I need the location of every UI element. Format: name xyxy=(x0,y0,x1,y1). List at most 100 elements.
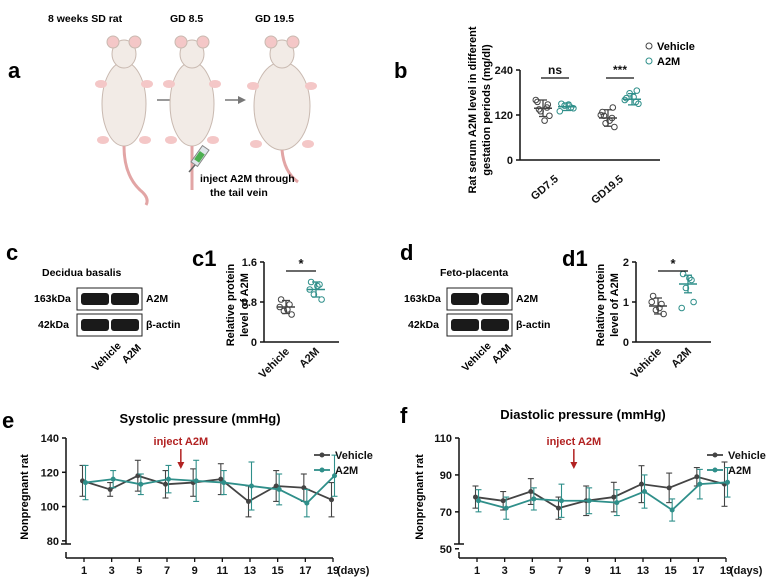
chart-b-point xyxy=(534,98,541,106)
panel-letter-d: d xyxy=(400,240,413,265)
chart-d1-ytick-label: 1 xyxy=(623,297,629,309)
chart-b-xtick-label: GD19.5 xyxy=(589,173,626,207)
chart-b-point xyxy=(570,104,577,112)
chart-f-ytick-label: 50 xyxy=(440,544,452,556)
chart-e-series-a2m xyxy=(85,475,336,505)
injection-caption-line2: the tail vein xyxy=(210,187,268,199)
chart-d1-sig-label: * xyxy=(670,256,676,271)
chart-b-xtick-label: GD7.5 xyxy=(529,173,561,203)
chart-f-xtick-label: 19 xyxy=(720,565,732,577)
injection-caption-line1: inject A2M through xyxy=(200,173,295,185)
panel-letter-b: b xyxy=(394,58,407,83)
chart-e-point xyxy=(163,481,168,487)
panel-e: e Systolic pressure (mmHg) Nonpregnant r… xyxy=(2,408,373,577)
chart-e-xtick-label: 17 xyxy=(299,565,311,577)
chart-f-ytick-label: 70 xyxy=(440,507,452,519)
blot-c-row2-kda: 42kDa xyxy=(38,319,69,331)
rat-illustration-2 xyxy=(163,35,221,190)
blot-c-band-a2m-a2m xyxy=(111,293,139,305)
chart-f-legend-label: A2M xyxy=(728,465,751,477)
chart-f-point xyxy=(473,494,478,500)
panel-c1: c1 Relative protein level of A2M 0 0.8 1.6… xyxy=(192,246,339,381)
chart-f-title: Diastolic pressure (mmHg) xyxy=(500,407,665,422)
chart-f-point xyxy=(697,481,703,487)
chart-c1-point xyxy=(277,296,285,303)
chart-e-point xyxy=(193,478,199,484)
chart-f-series-a2m xyxy=(478,481,728,512)
blot-c-band-a2m-actin xyxy=(111,319,139,331)
chart-d1-point xyxy=(682,284,690,292)
chart-b-ytick-label: 240 xyxy=(495,65,513,77)
chart-e-ytick-label: 80 xyxy=(47,536,59,548)
chart-e-point xyxy=(218,476,224,482)
chart-e-xtick-label: 13 xyxy=(244,565,256,577)
blot-d-row1-protein: A2M xyxy=(516,293,538,305)
chart-e-xtick-label: 19 xyxy=(327,565,339,577)
chart-f-xlabel: (days) xyxy=(730,565,763,577)
blot-c-row1-kda: 163kDa xyxy=(34,293,71,305)
blot-c-band-vehicle-a2m xyxy=(81,293,109,305)
chart-b: 0 120 240 GD7.5 ns GD19.5 *** xyxy=(495,63,660,207)
blot-d-lane-a2m: A2M xyxy=(490,342,514,366)
chart-d1-point xyxy=(690,298,697,306)
chart-e-point xyxy=(246,498,251,504)
rat-illustration-1 xyxy=(95,35,153,206)
chart-f-point xyxy=(611,494,617,500)
legend-a2m-label: A2M xyxy=(657,56,680,68)
chart-b-ytick-label: 0 xyxy=(507,155,513,167)
chart-c1-ylabel-line1: Relative protein xyxy=(225,263,237,346)
chart-d1-point xyxy=(649,292,657,300)
chart-b-point xyxy=(633,87,641,94)
blot-c-title: Decidua basalis xyxy=(42,267,122,279)
blot-c-lane-vehicle: Vehicle xyxy=(90,340,124,374)
chart-e-ytick-label: 100 xyxy=(41,502,59,514)
chart-f-ylabel: Nonpregnant rat xyxy=(414,454,426,540)
chart-e-annotation-arrowhead xyxy=(177,462,185,469)
panel-c: c Decidua basalis 163kDa A2M 42kDa β-act… xyxy=(6,240,180,374)
chart-f-point xyxy=(528,489,534,495)
chart-e-xtick-label: 1 xyxy=(81,565,87,577)
panel-letter-a: a xyxy=(8,58,21,83)
chart-f-xtick-label: 13 xyxy=(637,565,649,577)
stage-label-sd-rat: 8 weeks SD rat xyxy=(48,13,123,25)
chart-e-ytick-label: 140 xyxy=(41,433,59,445)
chart-d1-ytick-label: 0 xyxy=(623,337,629,349)
chart-c1-ytick-label: 0 xyxy=(251,337,257,349)
chart-f-point xyxy=(586,498,592,504)
chart-d1-xtick-label: A2M xyxy=(669,346,694,371)
chart-f-xtick-label: 9 xyxy=(585,565,591,577)
chart-e-ytick-label: 120 xyxy=(41,467,59,479)
stage-label-gd85: GD 8.5 xyxy=(170,13,203,25)
chart-f-point xyxy=(556,505,561,511)
chart-f-xtick-label: 3 xyxy=(502,565,508,577)
chart-b-ylabel-line2: gestation periods (mg/dl) xyxy=(481,44,493,176)
chart-e-point xyxy=(304,500,310,506)
chart-d1-point xyxy=(656,304,663,312)
blot-c-row2-protein: β-actin xyxy=(146,319,180,331)
chart-c1-ytick-label: 1.6 xyxy=(242,257,257,269)
chart-e-xtick-label: 5 xyxy=(136,565,142,577)
chart-e-xtick-label: 11 xyxy=(217,565,229,577)
chart-b-point xyxy=(544,101,552,108)
chart-d1-ytick-label: 2 xyxy=(623,257,629,269)
chart-c1-ytick-label: 0.8 xyxy=(242,297,257,309)
chart-b-point xyxy=(623,94,630,102)
panel-letter-c: c xyxy=(6,240,18,265)
chart-e-annotation: inject A2M xyxy=(154,436,209,448)
blot-d-row1-kda: 163kDa xyxy=(404,293,441,305)
chart-e-point xyxy=(329,497,334,503)
chart-d1-ylabel-line1: Relative protein xyxy=(595,263,607,346)
chart-e-point xyxy=(276,486,282,492)
chart-f-point xyxy=(669,507,675,513)
chart-f-point xyxy=(476,498,481,504)
chart-b-point xyxy=(535,106,543,113)
chart-e-xtick-label: 9 xyxy=(192,565,198,577)
legend-vehicle-label: Vehicle xyxy=(657,41,695,53)
panel-b: b Rat serum A2M level in different gesta… xyxy=(394,26,695,207)
blot-d-lane-vehicle: Vehicle xyxy=(460,340,494,374)
chart-b-point xyxy=(556,107,564,115)
chart-c1: 0 0.8 1.6 Vehicle A2M * xyxy=(242,256,339,381)
blot-c-row1-protein: A2M xyxy=(146,293,168,305)
legend-vehicle-marker xyxy=(645,42,653,50)
